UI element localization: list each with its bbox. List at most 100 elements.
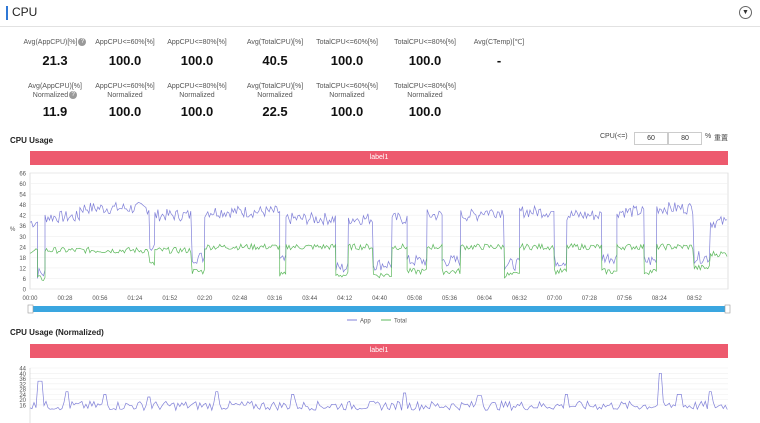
stat-value: 100.0	[180, 104, 214, 119]
x-tick-label: 06:32	[512, 296, 528, 302]
stat-label-text: Avg(TotalCPU)[%]	[246, 83, 304, 90]
threshold-80-input[interactable]	[668, 132, 702, 145]
y-tick-label: 24	[19, 393, 26, 399]
stat-sublabel: Normalized	[158, 91, 236, 100]
x-tick-label: 04:12	[337, 296, 353, 302]
stat-sublabel-text: Normalized	[407, 92, 443, 99]
x-tick-label: 07:28	[582, 296, 598, 302]
stat-sublabel: Normalized?	[16, 91, 94, 100]
stat-label: Avg(TotalCPU)[%]	[236, 38, 314, 47]
y-tick-label: 18	[19, 256, 26, 262]
stat-label-text: AppCPU<=80%[%]	[167, 83, 227, 90]
section-title: CPU	[12, 5, 38, 19]
y-tick-label: 6	[23, 277, 27, 283]
stat-value: 21.3	[42, 53, 68, 68]
stat-label: AppCPU<=60%[%]	[86, 38, 164, 47]
stat-block: AppCPU<=80%[%] 100.0	[158, 38, 236, 68]
stat-label: Avg(AppCPU)[%]?	[16, 38, 94, 47]
help-icon[interactable]: ?	[69, 91, 78, 100]
stat-block: Avg(TotalCPU)[%] 40.5	[236, 38, 314, 68]
stat-label: AppCPU<=80%[%]	[158, 82, 236, 91]
stat-value: 100.0	[408, 104, 442, 119]
x-tick-label: 02:48	[232, 296, 248, 302]
y-tick-label: 0	[23, 288, 27, 294]
x-tick-label: 00:56	[92, 296, 108, 302]
stat-block: TotalCPU<=80%[%] 100.0	[386, 38, 464, 68]
stat-sublabel-text: Normalized	[107, 92, 143, 99]
stat-label-text: Avg(TotalCPU)[%]	[246, 39, 304, 46]
x-tick-label: 08:24	[652, 296, 668, 302]
stat-sublabel: Normalized	[86, 91, 164, 100]
section-accent-bar	[6, 6, 8, 20]
y-tick-label: 54	[19, 193, 26, 199]
stat-block: Avg(AppCPU)[%] Normalized? 11.9	[16, 82, 94, 119]
app-series-line	[29, 201, 728, 279]
x-tick-label: 01:24	[127, 296, 143, 302]
stat-label: TotalCPU<=60%[%]	[308, 82, 386, 91]
stat-value: 100.0	[330, 53, 364, 68]
stat-value: -	[496, 53, 502, 68]
help-icon[interactable]: ?	[78, 38, 87, 47]
stat-block: AppCPU<=60%[%] 100.0	[86, 38, 164, 68]
x-tick-label: 07:00	[547, 296, 563, 302]
x-tick-label: 07:56	[617, 296, 633, 302]
x-tick-label: 03:16	[267, 296, 283, 302]
stat-sublabel-text: Normalized	[32, 92, 69, 99]
y-axis-label: %	[10, 227, 16, 233]
threshold-label: CPU(<=)	[600, 133, 628, 140]
stat-label-text: Avg(AppCPU)[%]	[23, 39, 78, 46]
y-tick-label: 66	[19, 172, 26, 178]
y-tick-label: 16	[19, 403, 26, 409]
chevron-down-icon[interactable]: ▼	[739, 6, 752, 19]
stat-sublabel-text: Normalized	[329, 92, 365, 99]
reset-button[interactable]: 重置	[714, 135, 728, 142]
stat-value: 40.5	[262, 53, 288, 68]
stat-value: 11.9	[42, 104, 68, 119]
legend-total-label: Total	[394, 319, 407, 325]
stat-block: AppCPU<=80%[%] Normalized 100.0	[158, 82, 236, 119]
x-tick-label: 01:52	[162, 296, 178, 302]
plot-frame	[29, 172, 729, 290]
stat-block: Avg(CTemp)[℃] -	[460, 38, 538, 68]
y-tick-label: 44	[19, 367, 26, 373]
range-slider-bar	[30, 306, 728, 312]
y-tick-label: 60	[19, 182, 26, 188]
stat-label-text: TotalCPU<=80%[%]	[394, 83, 456, 90]
percent-sign: %	[705, 133, 712, 140]
x-tick-label: 03:44	[302, 296, 318, 302]
range-slider-handle-left[interactable]	[27, 304, 34, 314]
stat-label: TotalCPU<=80%[%]	[386, 82, 464, 91]
stat-value: 100.0	[408, 53, 442, 68]
stat-value: 22.5	[262, 104, 288, 119]
x-tick-label: 00:28	[57, 296, 73, 302]
y-tick-label: 40	[19, 372, 26, 378]
x-tick-label: 04:40	[372, 296, 388, 302]
y-tick-label: 42	[19, 214, 26, 220]
y-tick-label: 12	[19, 266, 26, 272]
y-tick-label: 30	[19, 235, 26, 241]
stat-sublabel: Normalized	[236, 91, 314, 100]
stat-label-text: TotalCPU<=60%[%]	[316, 83, 378, 90]
label-band-normalized: label1	[30, 344, 728, 358]
stat-label-text: AppCPU<=60%[%]	[95, 39, 155, 46]
y-tick-label: 36	[19, 224, 26, 230]
stat-label-text: AppCPU<=80%[%]	[167, 39, 227, 46]
cpu-usage-chart: 0 6 12 18 24 30 36 42 48 54 60 66% 00:00 00:28 00:56 01…	[10, 172, 731, 325]
y-tick-label: 28	[19, 388, 26, 394]
stat-label-text: Avg(AppCPU)[%]	[28, 83, 82, 90]
label-band: label1	[30, 151, 728, 165]
range-slider-handle-right[interactable]	[724, 304, 731, 314]
stat-label: TotalCPU<=60%[%]	[308, 38, 386, 47]
y-tick-label: 36	[19, 377, 26, 383]
section-header: CPU ▼	[0, 0, 760, 27]
cpu-usage-normalized-title: CPU Usage (Normalized)	[10, 328, 104, 337]
y-tick-label: 20	[19, 398, 26, 404]
stat-block: TotalCPU<=80%[%] Normalized 100.0	[386, 82, 464, 119]
stat-block: TotalCPU<=60%[%] Normalized 100.0	[308, 82, 386, 119]
stat-label: AppCPU<=60%[%]	[86, 82, 164, 91]
stat-label: Avg(TotalCPU)[%]	[236, 82, 314, 91]
x-tick-label: 05:08	[407, 296, 423, 302]
cpu-usage-title: CPU Usage	[10, 136, 54, 145]
stat-sublabel-text: Normalized	[257, 92, 293, 99]
threshold-60-input[interactable]	[634, 132, 668, 145]
